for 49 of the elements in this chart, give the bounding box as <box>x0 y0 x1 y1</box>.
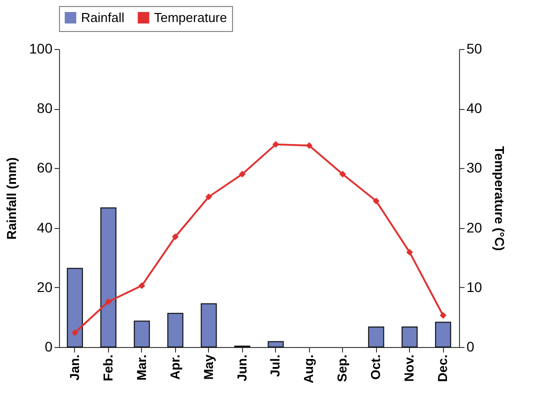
point <box>238 170 246 178</box>
y2-tick-label: 50 <box>466 40 482 56</box>
y-tick-label: 100 <box>29 40 53 56</box>
y-tick-label: 80 <box>36 100 53 116</box>
x-tick-label: Jul. <box>268 354 283 377</box>
y-tick-label: 40 <box>36 219 53 236</box>
bar <box>100 207 116 348</box>
point <box>72 329 78 336</box>
y2-axis-title: Temperature (°C) <box>492 146 508 251</box>
x-tick-label: Feb. <box>100 354 116 382</box>
legend-label: Temperature <box>154 10 227 25</box>
x-tick-label: Jan. <box>66 354 82 381</box>
point <box>272 141 280 148</box>
point <box>372 198 380 204</box>
point <box>105 298 112 306</box>
x-tick-label: May <box>200 354 216 380</box>
bar <box>435 322 452 348</box>
legend-label: Rainfall <box>81 10 124 25</box>
y-tick-label: 20 <box>36 278 53 295</box>
y2-tick-label: 10 <box>466 278 482 295</box>
x-tick-label: Oct. <box>368 354 384 380</box>
y2-tick-label: 0 <box>466 338 474 354</box>
x-tick-label: Mar. <box>134 354 149 381</box>
point <box>172 233 179 240</box>
bar <box>368 326 384 348</box>
y2-tick-label: 30 <box>466 160 482 176</box>
y-tick-label: 60 <box>36 160 53 176</box>
y-axis-title: Rainfall (mm) <box>4 157 20 240</box>
bar <box>268 341 284 348</box>
bar <box>66 268 83 348</box>
bar <box>402 326 418 348</box>
bar <box>167 312 184 348</box>
x-tick-label: Jun. <box>234 354 250 382</box>
bar <box>200 303 217 348</box>
x-tick-label: Aug. <box>301 354 316 384</box>
y-tick-label: 0 <box>44 338 53 354</box>
x-tick-label: Nov. <box>402 354 417 382</box>
y2-tick-label: 20 <box>466 219 482 236</box>
x-tick-label: Sep. <box>334 354 350 382</box>
point <box>138 282 146 289</box>
point <box>306 142 313 149</box>
x-tick-label: Apr. <box>167 354 182 380</box>
y2-tick-label: 40 <box>466 100 482 116</box>
bar <box>134 320 150 348</box>
point <box>406 248 413 256</box>
point <box>440 312 446 319</box>
x-tick-label: Dec. <box>435 354 450 382</box>
point <box>339 170 346 178</box>
point <box>205 193 212 200</box>
